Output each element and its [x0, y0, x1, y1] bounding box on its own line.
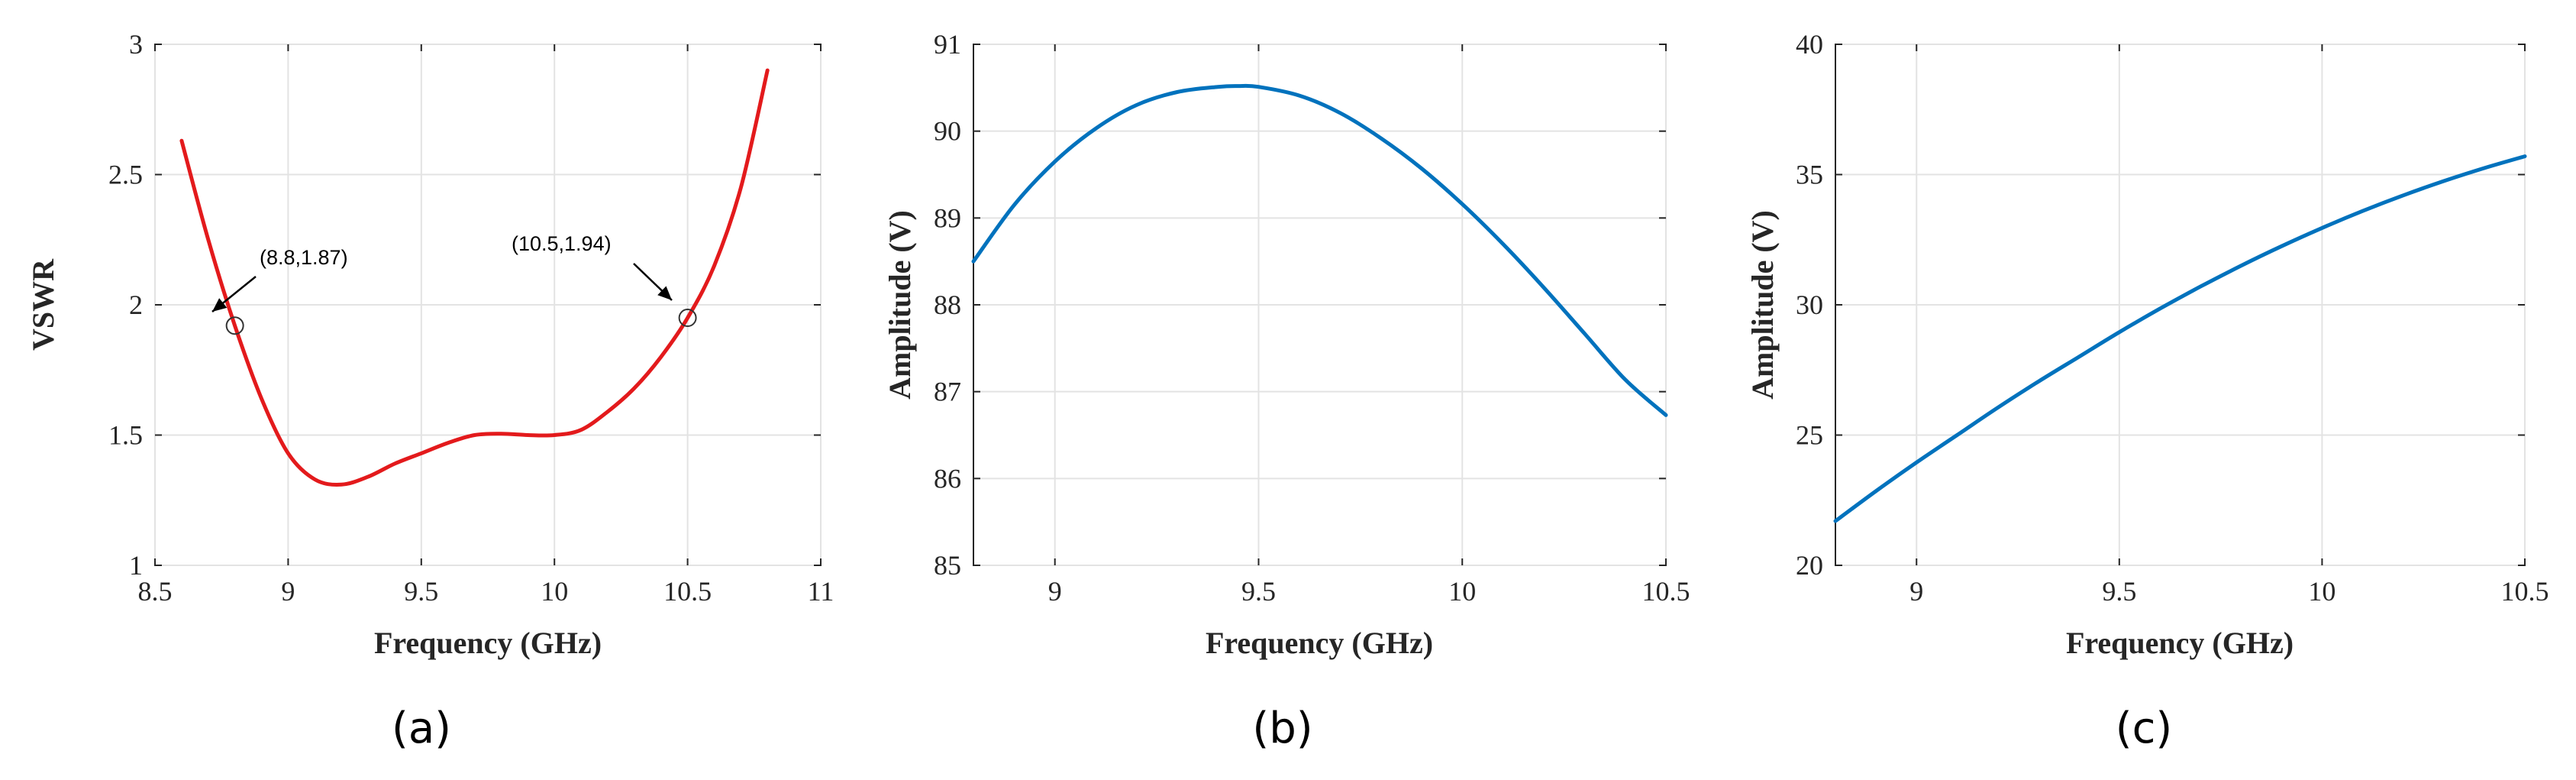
y-tick-label-b: 87: [934, 377, 961, 407]
annotation-arrowhead-a: [212, 298, 228, 312]
x-tick-label-a: 9: [281, 576, 295, 607]
y-tick-label-b: 85: [934, 550, 961, 581]
x-tick-label-c: 10.5: [2501, 576, 2549, 607]
x-tick-label-a: 8.5: [138, 576, 173, 607]
x-tick-label-b: 9: [1048, 576, 1062, 607]
x-tick-label-a: 11: [808, 576, 834, 607]
y-tick-label-a: 2.5: [108, 160, 143, 190]
series-line-b: [971, 83, 1668, 417]
annotations-a: (8.8,1.87) (10.5,1.94): [260, 232, 612, 269]
panel-a-vswr: Frequency (GHz) VSWR (a) 8.5 9 9.5 10 10.5 11…: [26, 29, 834, 753]
ticks-c: 9 9.5 10 10.5 20 25 30 35 40: [1796, 29, 2549, 607]
y-tick-label-a: 1: [129, 550, 143, 581]
panel-b-amplitude: Frequency (GHz) Amplitude (V) (b) 9 9.5 10…: [883, 29, 1690, 753]
series-line-c: [1833, 154, 2527, 523]
y-tick-label-b: 89: [934, 202, 961, 233]
x-tick-label-c: 9: [1909, 576, 1923, 607]
y-tick-label-a: 1.5: [108, 420, 143, 451]
ticks-b: 9 9.5 10 10.5 85 86 87 88 89 90 91: [934, 29, 1690, 607]
y-tick-label-b: 88: [934, 290, 961, 320]
marker-point-a: [678, 309, 697, 328]
series-b: [971, 83, 1668, 417]
y-tick-label-b: 90: [934, 116, 961, 147]
x-tick-label-a: 10: [541, 576, 568, 607]
y-tick-label-c: 25: [1796, 420, 1823, 451]
x-axis-label-c: Frequency (GHz): [2066, 626, 2294, 660]
y-tick-label-b: 91: [934, 29, 961, 60]
x-axis-label-a: Frequency (GHz): [374, 626, 602, 660]
y-tick-label-b: 86: [934, 463, 961, 494]
x-tick-label-c: 10: [2308, 576, 2336, 607]
x-axis-label-b: Frequency (GHz): [1206, 626, 1433, 660]
caption-c: (c): [2116, 704, 2172, 753]
y-axis-label-a: VSWR: [26, 258, 60, 351]
x-tick-label-b: 10.5: [1642, 576, 1690, 607]
grid-b: [973, 44, 1667, 566]
x-tick-label-b: 9.5: [1241, 576, 1276, 607]
marker-point-a: [225, 316, 244, 335]
series-a: [179, 68, 770, 487]
annotation-label-8-8: (8.8,1.87): [260, 246, 348, 269]
panel-c-amplitude: Frequency (GHz) Amplitude (V) (c) 9 9.5 10…: [1745, 29, 2549, 753]
y-tick-label-c: 35: [1796, 160, 1823, 190]
y-axis-label-b: Amplitude (V): [883, 210, 917, 400]
annotation-arrowhead-a: [657, 286, 672, 300]
y-tick-label-c: 20: [1796, 550, 1823, 581]
series-line-a: [179, 68, 770, 487]
x-tick-label-c: 9.5: [2102, 576, 2136, 607]
caption-a: (a): [392, 704, 451, 753]
annotation-label-10-5: (10.5,1.94): [512, 232, 612, 255]
x-tick-label-a: 10.5: [663, 576, 712, 607]
y-tick-label-a: 2: [129, 290, 143, 320]
x-tick-label-a: 9.5: [404, 576, 438, 607]
x-tick-label-b: 10: [1448, 576, 1476, 607]
y-tick-label-a: 3: [129, 29, 143, 60]
y-axis-label-c: Amplitude (V): [1745, 210, 1780, 400]
series-c: [1833, 154, 2527, 523]
y-tick-label-c: 40: [1796, 29, 1823, 60]
caption-b: (b): [1252, 704, 1312, 753]
y-tick-label-c: 30: [1796, 290, 1823, 320]
